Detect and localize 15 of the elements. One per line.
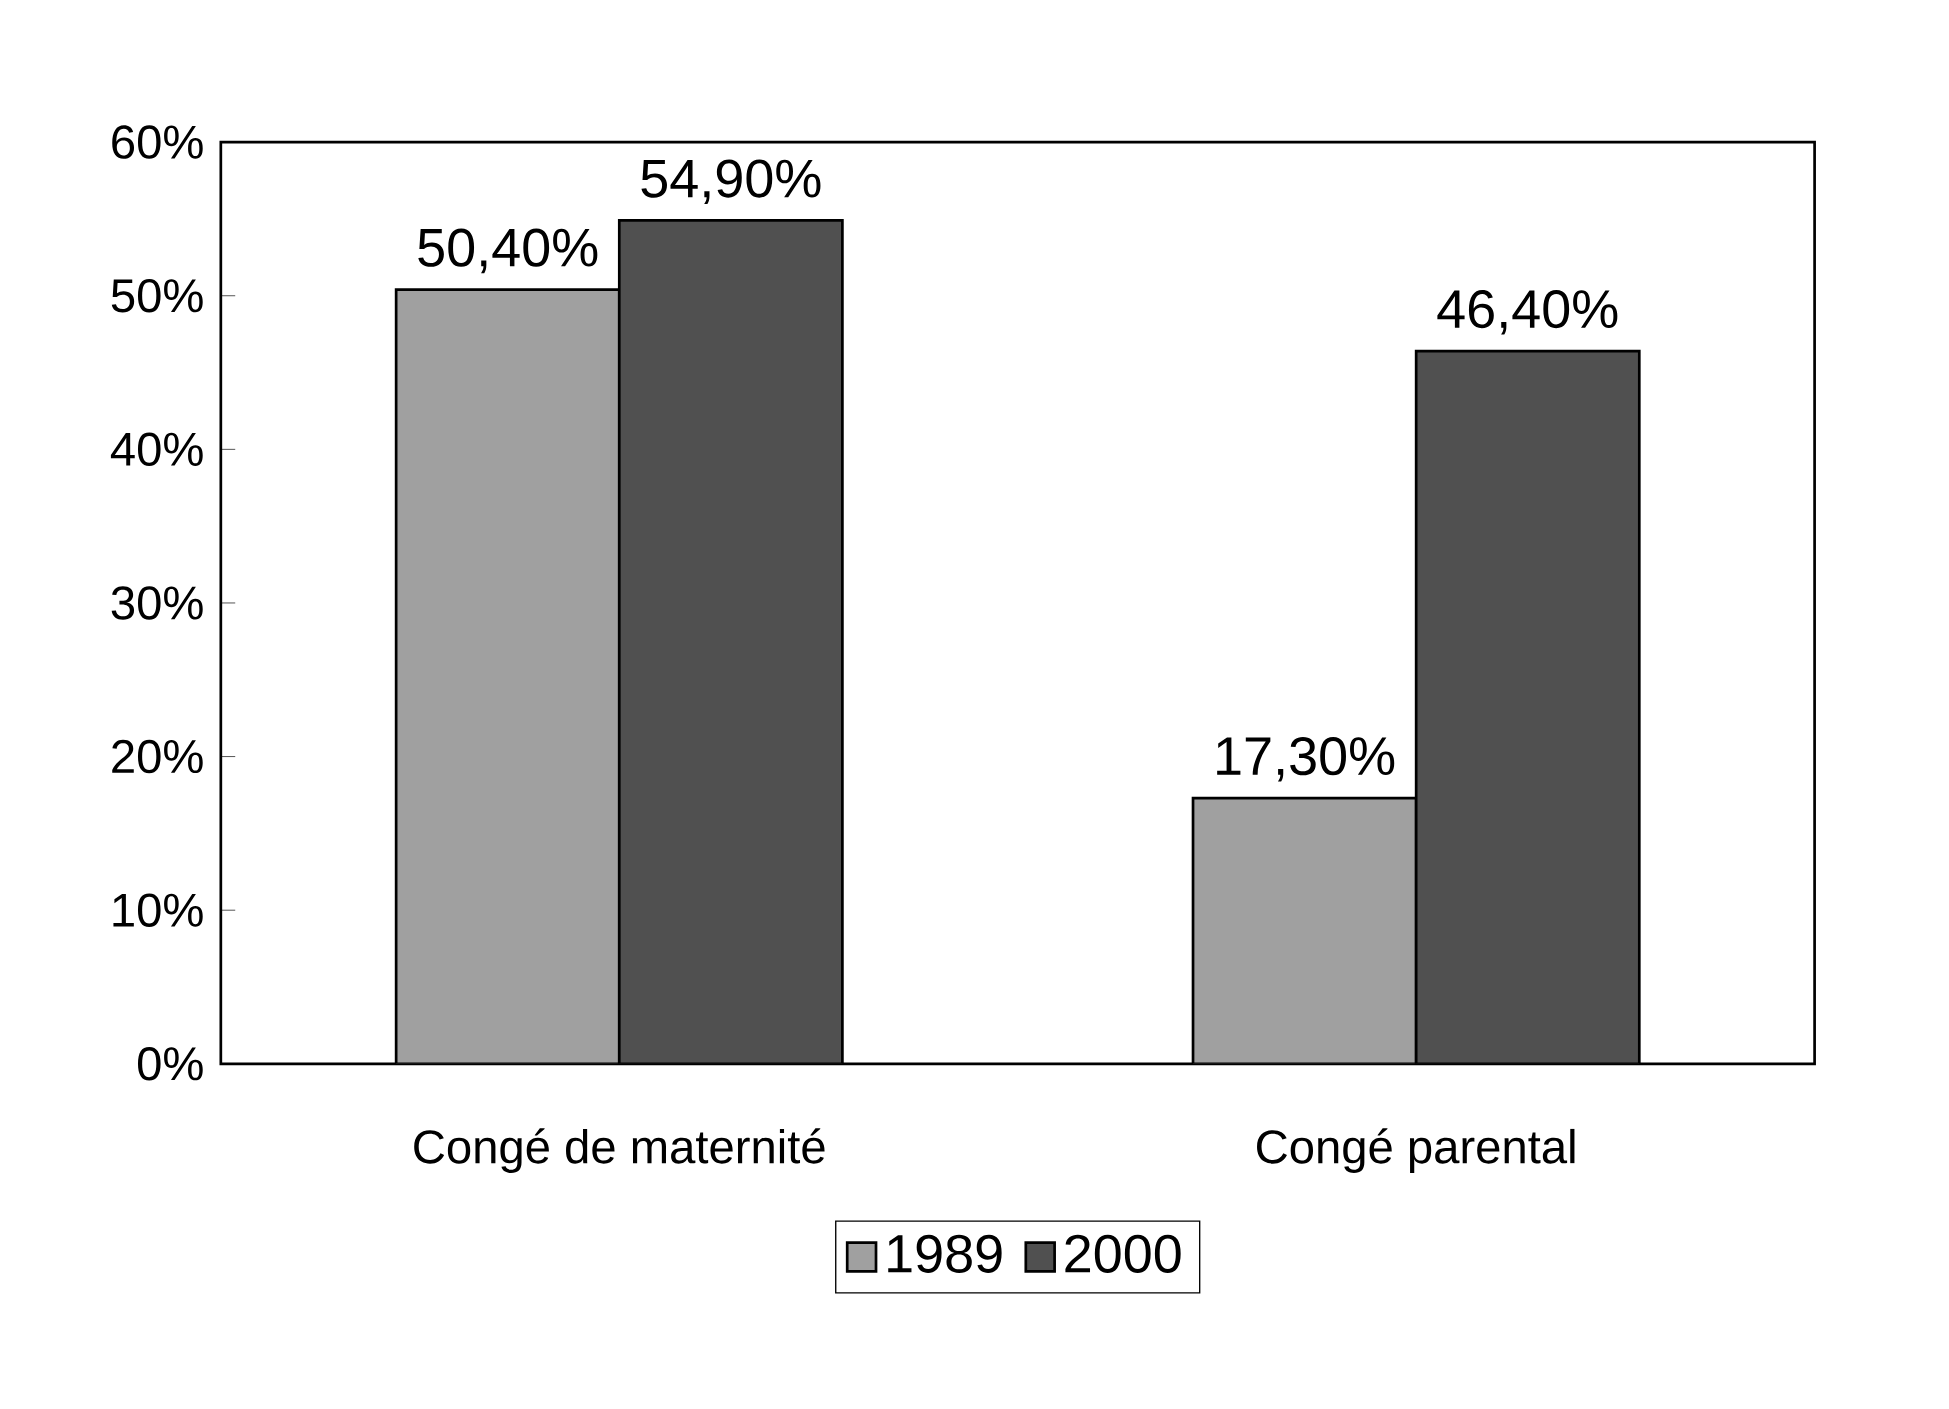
data-label: 17,30% [1217, 736, 1395, 782]
x-tick-label: Congé parental [1257, 1128, 1575, 1173]
x-tick-label: Congé de maternité [414, 1128, 825, 1173]
data-label: 50,40% [418, 228, 598, 273]
y-tick-label: 0% [137, 1046, 203, 1081]
y-tick-label: 30% [111, 585, 203, 620]
data-label: 54,90% [641, 159, 821, 204]
y-tick-label: 10% [113, 893, 203, 927]
data-label: 46,40% [1437, 289, 1618, 335]
legend-label: 1989 [888, 1234, 1002, 1273]
y-tick-label: 20% [112, 739, 203, 774]
y-tick-label: 40% [110, 432, 203, 466]
y-tick-label: 60% [112, 125, 203, 159]
legend-label: 2000 [1065, 1234, 1181, 1273]
y-tick-label: 50% [111, 278, 203, 313]
